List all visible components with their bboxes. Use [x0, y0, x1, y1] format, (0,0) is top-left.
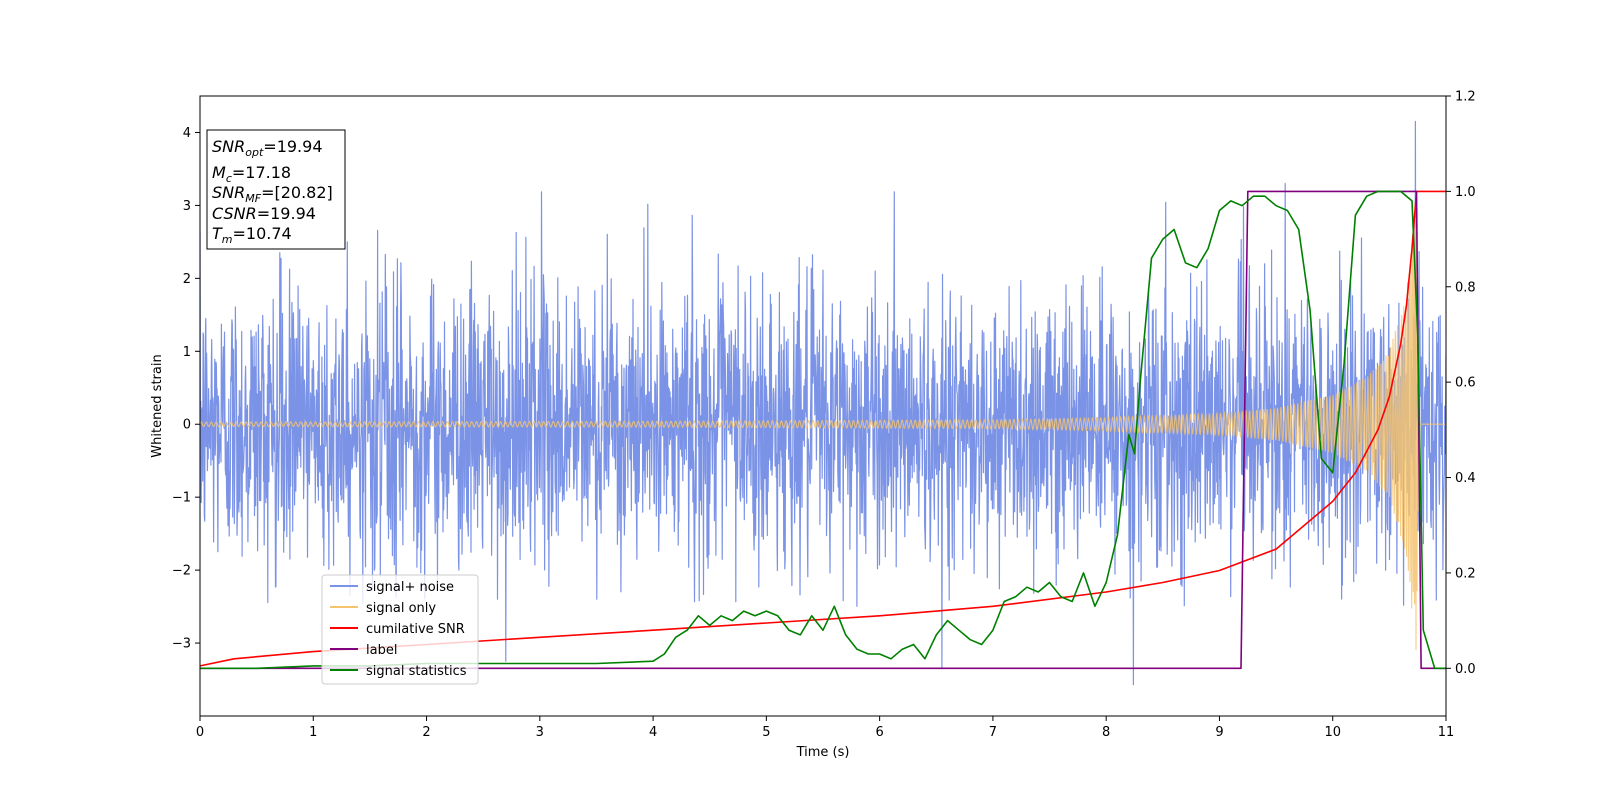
legend-label: label [366, 643, 397, 658]
info-mc-value: =17.18 [232, 163, 291, 182]
x-tick-label: 3 [536, 725, 544, 740]
info-csnr-value: =19.94 [257, 204, 316, 223]
plot-frame [199, 95, 1447, 717]
legend-item-cumilative-snr: cumilative SNR [330, 622, 465, 637]
info-box: SNRopt=19.94 Mc=17.18 SNRMF=[20.82] CSNR… [206, 129, 346, 250]
series-layer [200, 120, 1446, 686]
x-tick-label: 4 [649, 725, 657, 740]
info-snr-opt-base: SNR [212, 137, 245, 156]
x-tick-label: 8 [1102, 725, 1110, 740]
y-tick-label: 4 [183, 126, 191, 141]
info-mc: Mc=17.18 [212, 163, 291, 185]
x-axis-label: Time (s) [796, 745, 850, 760]
legend-label: cumilative SNR [366, 622, 465, 637]
legend: signal+ noise signal only cumilative SNR la… [321, 574, 479, 685]
legend-item-label: label [330, 643, 397, 658]
info-box-frame [206, 129, 346, 250]
info-tm-sub: m [222, 233, 233, 246]
y2-tick-label: 0.8 [1455, 280, 1476, 295]
ticks-layer: 0 1 2 3 4 5 6 7 8 9 10 11 −3 −2 −1 0 1 2 3 4 0.0 0.2 0.4 0.6 0.8… [172, 90, 1476, 741]
legend-label: signal only [366, 601, 436, 616]
y2-tick-label: 1.2 [1455, 90, 1476, 105]
x-tick-label: 6 [875, 725, 883, 740]
series-signal-statistics-line [200, 190, 1446, 670]
info-mc-sub: c [226, 172, 232, 185]
info-snr-opt: SNRopt=19.94 [212, 137, 323, 159]
legend-items: signal+ noise signal only cumilative SNR la… [330, 580, 467, 679]
info-tm: Tm=10.74 [212, 224, 292, 246]
y-tick-label: 1 [183, 345, 191, 360]
y2-tick-label: 0.6 [1455, 376, 1476, 391]
y-tick-label: −1 [172, 491, 191, 506]
info-snr-mf-sub: MF [245, 192, 261, 205]
x-tick-label: 1 [309, 725, 317, 740]
y-tick-label: 2 [183, 272, 191, 287]
series-signal-only [200, 191, 1446, 650]
series-label [200, 190, 1446, 670]
series-signal-statistics [200, 190, 1446, 670]
y2-tick-label: 0.2 [1455, 566, 1476, 581]
info-mc-base: M [212, 163, 226, 182]
x-tick-label: 9 [1215, 725, 1223, 740]
series-cumilative-snr [200, 190, 1446, 667]
x-tick-label: 11 [1438, 725, 1455, 740]
info-tm-base: T [212, 224, 223, 243]
info-snr-mf-base: SNR [212, 183, 245, 202]
info-tm-value: =10.74 [233, 224, 292, 243]
legend-item-signal-statistics: signal statistics [330, 664, 467, 679]
y-tick-label: 0 [183, 418, 191, 433]
legend-item-signal-noise: signal+ noise [330, 580, 454, 595]
info-csnr: CSNR=19.94 [212, 204, 316, 223]
info-snr-mf: SNRMF=[20.82] [212, 183, 333, 205]
legend-frame [321, 574, 479, 685]
x-tick-label: 2 [422, 725, 430, 740]
x-tick-label: 0 [196, 725, 204, 740]
y2-tick-label: 1.0 [1455, 185, 1476, 200]
info-csnr-base: CSNR [212, 204, 257, 223]
legend-label: signal statistics [366, 664, 467, 679]
series-signal-only-line [200, 191, 1446, 650]
y2-tick-label: 0.4 [1455, 471, 1476, 486]
info-snr-opt-value: =19.94 [263, 137, 322, 156]
x-tick-label: 7 [989, 725, 997, 740]
x-tick-label: 5 [762, 725, 770, 740]
legend-label: signal+ noise [366, 580, 454, 595]
y-tick-label: −2 [172, 564, 191, 579]
info-snr-opt-sub: opt [245, 146, 264, 159]
y-tick-label: 3 [183, 199, 191, 214]
y-tick-label: −3 [172, 637, 191, 652]
legend-item-signal-only: signal only [330, 601, 436, 616]
y2-tick-label: 0.0 [1455, 662, 1476, 677]
info-snr-mf-value: =[20.82] [261, 183, 333, 202]
series-cumilative-snr-line [200, 190, 1446, 667]
y-axis-label: Whitened strain [150, 354, 165, 457]
series-label-line [200, 190, 1446, 670]
x-tick-label: 10 [1324, 725, 1341, 740]
